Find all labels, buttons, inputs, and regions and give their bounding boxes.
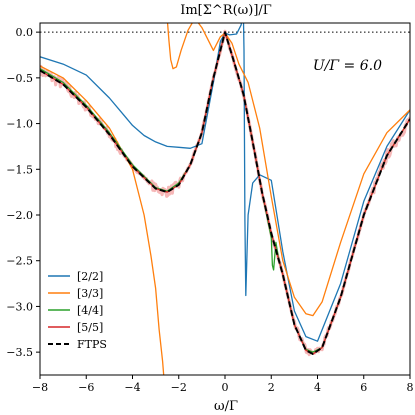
legend-label: [2/2] (77, 270, 103, 283)
series-line-2-2 (40, 23, 410, 342)
legend-label: FTPS (77, 338, 107, 351)
legend-label: [4/4] (77, 304, 103, 317)
chart-title: Im[Σ^R(ω)]/Γ (180, 3, 272, 18)
x-tick-label: −2 (171, 381, 187, 394)
x-tick-label: 0 (222, 381, 229, 394)
parameter-annotation: U/Γ = 6.0 (313, 58, 382, 74)
legend: [2/2] [3/3] [4/4] [5/5] FTPS (48, 270, 107, 351)
series-line-3-3 (40, 23, 410, 375)
x-tick-label: 2 (268, 381, 275, 394)
y-tick-label: −0.5 (6, 72, 33, 85)
x-tick-label: −8 (32, 381, 48, 394)
y-tick-label: −3.5 (6, 346, 33, 359)
y-tick-label: 0.0 (16, 26, 34, 39)
y-tick-label: −2.0 (6, 209, 33, 222)
y-tick-label: −3.0 (6, 300, 33, 313)
x-tick-label: 6 (360, 381, 367, 394)
y-tick-label: −2.5 (6, 255, 33, 268)
x-tick-label: 4 (314, 381, 321, 394)
legend-label: [5/5] (77, 321, 103, 334)
x-tick-label: −4 (124, 381, 140, 394)
x-tick-label: −6 (78, 381, 94, 394)
y-tick-label: −1.0 (6, 118, 33, 131)
x-tick-label: 8 (407, 381, 414, 394)
series-line-ftps (40, 31, 410, 355)
y-tick-label: −1.5 (6, 163, 33, 176)
legend-label: [3/3] (77, 287, 103, 300)
x-axis-label: ω/Γ (214, 399, 238, 414)
